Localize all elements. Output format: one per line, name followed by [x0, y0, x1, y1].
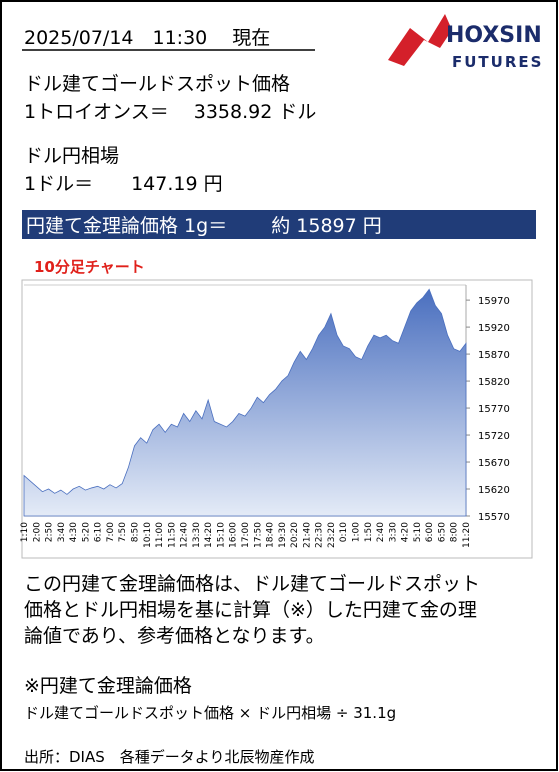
y-tick-label: 15970	[478, 296, 510, 307]
theory-price: 円建て金理論価格 1g＝ 約 15897 円	[26, 215, 382, 237]
x-tick-label: 12:40	[180, 522, 190, 548]
x-tick-label: 23:20	[327, 522, 337, 548]
formula-title: ※円建て金理論価格	[24, 675, 192, 697]
x-tick-label: 18:40	[266, 522, 276, 548]
y-tick-label: 15920	[478, 323, 510, 334]
x-tick-label: 4:30	[69, 522, 79, 542]
chart-frame	[21, 279, 533, 559]
y-tick-label: 15770	[478, 404, 510, 415]
logo-mark	[388, 14, 452, 66]
formula-text: ドル建てゴールドスポット価格 × ドル円相場 ÷ 31.1g	[24, 704, 396, 722]
fx-label: ドル円相場	[24, 145, 119, 167]
x-tick-label: 11:50	[167, 522, 177, 548]
x-tick-label: 5:20	[81, 522, 91, 542]
note-line: 論値であり、参考価格となります。	[24, 625, 325, 647]
x-tick-label: 20:20	[290, 522, 300, 548]
x-tick-label: 13:30	[192, 522, 202, 548]
x-tick-label: 5:10	[413, 522, 423, 542]
x-tick-label: 6:00	[425, 522, 435, 542]
y-tick-label: 15820	[478, 377, 510, 388]
x-tick-label: 6:10	[94, 522, 104, 542]
x-tick-label: 6:50	[437, 522, 447, 542]
x-tick-label: 14:20	[204, 522, 214, 548]
price-band	[22, 210, 536, 239]
x-tick-label: 2:00	[32, 522, 42, 542]
logo-name: HOXSIN	[446, 23, 542, 48]
chart-title: 10分足チャート	[34, 258, 145, 276]
x-tick-label: 17:50	[253, 522, 263, 548]
y-tick-label: 15670	[478, 458, 510, 469]
x-tick-label: 2:40	[376, 522, 386, 542]
gold-price: 1トロイオンス＝ 3358.92 ドル	[24, 101, 316, 123]
x-tick-label: 0:10	[339, 522, 349, 542]
fx-rate: 1ドル＝ 147.19 円	[24, 173, 223, 195]
x-tick-label: 7:50	[118, 522, 128, 542]
x-tick-label: 8:00	[450, 522, 460, 542]
note-line: この円建て金理論価格は、ドル建てゴールドスポット	[24, 573, 480, 595]
x-tick-label: 11:20	[462, 522, 472, 548]
x-tick-label: 7:00	[106, 522, 116, 542]
x-tick-label: 2:50	[45, 522, 55, 542]
note-line: 価格とドル円相場を基に計算（※）した円建て金の理	[24, 599, 477, 621]
x-tick-label: 10:10	[143, 522, 153, 548]
x-tick-label: 1:10	[20, 522, 30, 542]
x-tick-label: 19:30	[278, 522, 288, 548]
x-tick-label: 21:40	[302, 522, 312, 548]
x-tick-label: 17:00	[241, 522, 251, 548]
x-tick-label: 22:30	[315, 522, 325, 548]
x-tick-label: 16:00	[229, 522, 239, 548]
x-tick-label: 3:40	[57, 522, 67, 542]
source: 出所：DIAS 各種データより北辰物産作成	[24, 748, 314, 766]
x-tick-label: 1:50	[364, 522, 374, 542]
y-tick-label: 15720	[478, 431, 510, 442]
y-tick-label: 15870	[478, 350, 510, 361]
x-tick-label: 11:00	[155, 522, 165, 548]
logo-sub: FUTURES	[452, 53, 543, 71]
gold-label: ドル建てゴールドスポット価格	[24, 73, 290, 95]
x-tick-label: 1:00	[352, 522, 362, 542]
x-tick-label: 15:10	[216, 522, 226, 548]
area	[23, 288, 467, 517]
x-tick-label: 8:50	[131, 522, 141, 542]
x-tick-label: 4:20	[401, 522, 411, 542]
timestamp: 2025/07/14 11:30 現在	[24, 27, 270, 49]
y-tick-label: 15620	[478, 485, 510, 496]
y-tick-label: 15570	[478, 512, 510, 523]
x-tick-label: 3:30	[388, 522, 398, 542]
